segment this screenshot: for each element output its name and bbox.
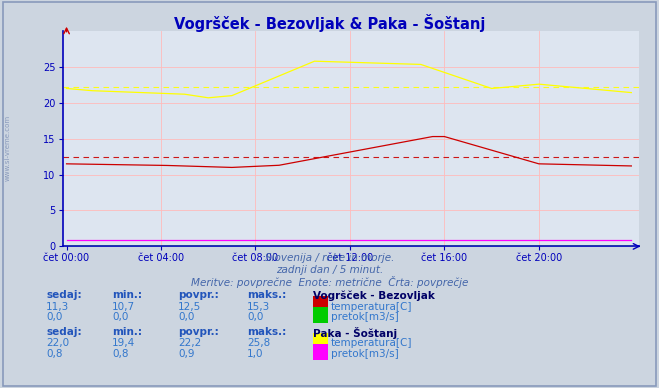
Text: 0,0: 0,0 bbox=[247, 312, 264, 322]
Text: 11,3: 11,3 bbox=[46, 302, 69, 312]
Text: pretok[m3/s]: pretok[m3/s] bbox=[331, 312, 399, 322]
Text: min.:: min.: bbox=[112, 290, 142, 300]
Text: zadnji dan / 5 minut.: zadnji dan / 5 minut. bbox=[276, 265, 383, 275]
Text: temperatura[C]: temperatura[C] bbox=[331, 302, 413, 312]
Text: 1,0: 1,0 bbox=[247, 349, 264, 359]
Text: Paka - Šoštanj: Paka - Šoštanj bbox=[313, 327, 397, 339]
Text: 19,4: 19,4 bbox=[112, 338, 135, 348]
Text: Vogršček - Bezovljak: Vogršček - Bezovljak bbox=[313, 290, 435, 301]
Text: temperatura[C]: temperatura[C] bbox=[331, 338, 413, 348]
Text: 22,0: 22,0 bbox=[46, 338, 69, 348]
Text: 12,5: 12,5 bbox=[178, 302, 201, 312]
Text: 25,8: 25,8 bbox=[247, 338, 270, 348]
Text: maks.:: maks.: bbox=[247, 327, 287, 337]
Text: 10,7: 10,7 bbox=[112, 302, 135, 312]
Text: povpr.:: povpr.: bbox=[178, 290, 219, 300]
Text: sedaj:: sedaj: bbox=[46, 327, 82, 337]
Text: www.si-vreme.com: www.si-vreme.com bbox=[5, 114, 11, 180]
Text: 15,3: 15,3 bbox=[247, 302, 270, 312]
Text: 0,0: 0,0 bbox=[112, 312, 129, 322]
Text: min.:: min.: bbox=[112, 327, 142, 337]
Text: povpr.:: povpr.: bbox=[178, 327, 219, 337]
Text: 0,8: 0,8 bbox=[46, 349, 63, 359]
Text: maks.:: maks.: bbox=[247, 290, 287, 300]
Text: Vogršček - Bezovljak & Paka - Šoštanj: Vogršček - Bezovljak & Paka - Šoštanj bbox=[174, 14, 485, 31]
Text: 22,2: 22,2 bbox=[178, 338, 201, 348]
Text: sedaj:: sedaj: bbox=[46, 290, 82, 300]
Text: Slovenija / reke in morje.: Slovenija / reke in morje. bbox=[265, 253, 394, 263]
Text: pretok[m3/s]: pretok[m3/s] bbox=[331, 349, 399, 359]
Text: 0,9: 0,9 bbox=[178, 349, 194, 359]
Text: Meritve: povprečne  Enote: metrične  Črta: povprečje: Meritve: povprečne Enote: metrične Črta:… bbox=[191, 276, 468, 288]
Text: 0,0: 0,0 bbox=[178, 312, 194, 322]
Text: 0,8: 0,8 bbox=[112, 349, 129, 359]
Text: 0,0: 0,0 bbox=[46, 312, 63, 322]
